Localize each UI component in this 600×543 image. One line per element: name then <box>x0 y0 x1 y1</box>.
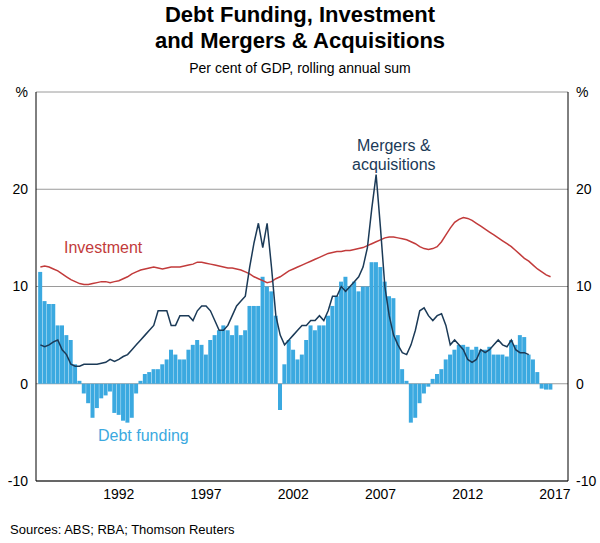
svg-text:20: 20 <box>576 181 592 197</box>
svg-text:0: 0 <box>576 376 584 392</box>
svg-text:20: 20 <box>12 181 28 197</box>
html-text:Debt funding: Debt funding <box>98 427 189 444</box>
svg-text:%: % <box>16 84 28 100</box>
svg-text:1997: 1997 <box>190 486 221 502</box>
html-text:and Mergers & Acquisitions: and Mergers & Acquisitions <box>154 28 446 53</box>
svg-text:10: 10 <box>12 278 28 294</box>
html-text:Debt Funding, Investment: Debt Funding, Investment <box>164 2 436 27</box>
svg-text:-10: -10 <box>576 473 592 489</box>
svg-text:%: % <box>576 84 588 100</box>
html-text:Per cent of GDP, rolling annua: Per cent of GDP, rolling annual sum <box>189 60 411 76</box>
svg-text:2012: 2012 <box>452 486 483 502</box>
html-text:Mergers &: Mergers & <box>356 137 431 154</box>
svg-text:2017: 2017 <box>539 486 570 502</box>
svg-text:0: 0 <box>20 376 28 392</box>
svg-text:2007: 2007 <box>365 486 396 502</box>
svg-text:1992: 1992 <box>103 486 134 502</box>
html-text:Investment: Investment <box>64 239 143 256</box>
html-text:acquisitions: acquisitions <box>352 156 436 173</box>
svg-text:10: 10 <box>576 278 592 294</box>
html-text:Sources: ABS; RBA; Thomson Reu: Sources: ABS; RBA; Thomson Reuters <box>10 522 235 537</box>
svg-text:2002: 2002 <box>278 486 309 502</box>
svg-text:-10: -10 <box>8 473 28 489</box>
